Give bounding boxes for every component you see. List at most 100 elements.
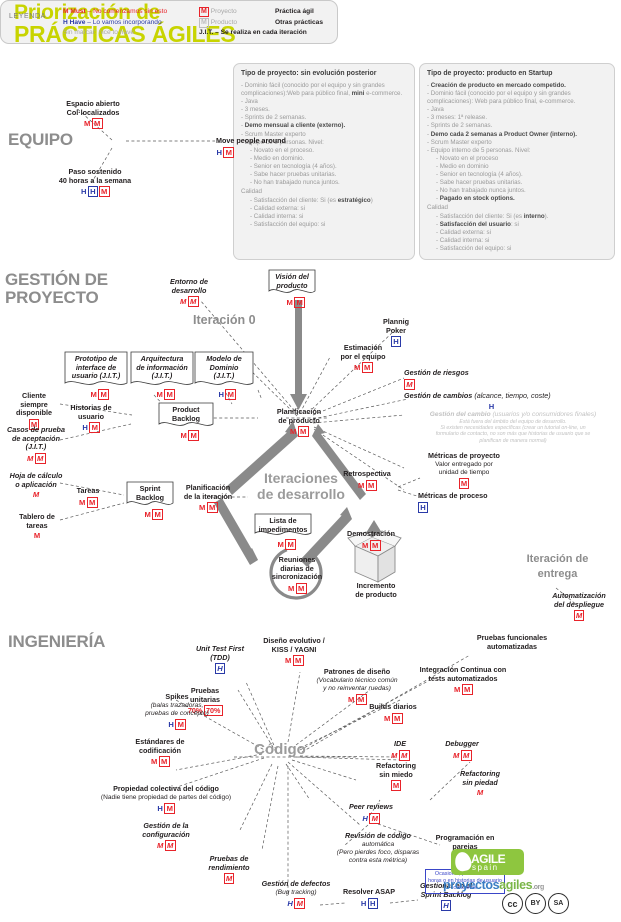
node-text: codificación: [139, 745, 181, 755]
doc-label: Prototipo de interface de usuario (J.I.T.): [64, 351, 128, 381]
priority-badge: M: [198, 503, 206, 513]
cc-sa-icon: SA: [548, 893, 569, 914]
label-iteraciones-desarrollo-1: Iteraciones: [264, 470, 338, 486]
info-bullet: - No han trabajado nunca juntos.: [250, 179, 340, 187]
legend-have-text: – Lo vamos incorporando: [87, 18, 162, 26]
doc-label: Sprint Backlog: [126, 481, 174, 502]
priority-badge: M: [277, 540, 284, 549]
priority-badge: H: [216, 147, 222, 157]
node-resolver-asap: Resolver ASAP H H: [338, 887, 400, 909]
priority-badge: M: [188, 430, 200, 441]
legend-otras-practicas: Otras prácticas: [275, 18, 324, 26]
node-text: Métricas de proceso: [418, 491, 488, 500]
priority-badge: M: [361, 362, 373, 374]
node-espacio-abierto: Espacio abierto Col·localizados M M: [48, 99, 138, 130]
info-bullet: - Satisfacción del usuario: si: [436, 221, 519, 229]
node-text: Hoja de cálculo: [9, 471, 63, 480]
priority-badge: M: [295, 582, 307, 594]
node-text: (J.I.T.): [151, 371, 173, 381]
priority-badge: H: [418, 501, 428, 513]
label-codigo: Código: [254, 741, 306, 758]
node-text: Gestión de cambios: [404, 391, 473, 400]
info-bullet: - Senior en tecnología (4 años).: [436, 171, 523, 179]
agile-spain-logo: AGILE spain: [451, 849, 524, 875]
agile-logo-line2: spain: [472, 863, 499, 872]
node-text: de la iteración: [183, 491, 233, 501]
node-text: Patrones de diseño: [323, 667, 391, 676]
info-bullet: - Medio en dominio: [436, 162, 489, 170]
legend-column-priority: M Must – No comenzamos sin esto H Have –…: [63, 7, 167, 39]
cc-by-icon: BY: [525, 893, 546, 914]
info-bullet: - Novato en el proceso: [436, 154, 499, 162]
gc-note-title: Gestión del cambio: [429, 411, 491, 418]
priority-badge: M: [28, 418, 40, 430]
node-historias-usuario: Historias de usuario H M: [60, 403, 122, 434]
node-text: Arquitectura: [140, 354, 184, 363]
priority-badge: M: [284, 656, 292, 666]
priority-badge: M: [33, 531, 41, 541]
doc-label: Arquitectura de información (J.I.T.): [130, 351, 194, 381]
node-text: Tablero de: [19, 512, 55, 521]
node-hoja-calculo: Hoja de cálculo o aplicación M: [2, 471, 70, 499]
priority-badge: M: [164, 802, 176, 814]
node-gestionar-sprint-backlog: Gestionar en el Sprint Backlog H: [410, 881, 482, 912]
node-text: Incremento: [356, 581, 396, 590]
node-text: Debugger: [445, 739, 479, 748]
priority-badge: M: [369, 812, 381, 824]
node-patrones-diseno: Patrones de diseño (Vocabulario técnico c…: [310, 667, 404, 705]
label-iteracion-entrega-2: entrega: [537, 568, 578, 580]
legend-practica-agil: Práctica ágil: [275, 8, 314, 15]
node-text: (J.I.T.): [25, 442, 47, 452]
badge-group: H: [404, 402, 579, 411]
node-text: Historias de: [70, 403, 112, 412]
priority-badge: M: [90, 390, 97, 399]
priority-badge: H: [80, 187, 87, 197]
node-text: Spikes: [165, 692, 189, 701]
node-text: Unit Test First: [195, 644, 245, 653]
gc-note-l3: Si existen necesidades específicas (crea…: [440, 425, 586, 432]
section-ingenieria: INGENIERÍA: [8, 632, 106, 651]
priority-badge: M: [156, 390, 163, 399]
node-text: Pruebas funcionales: [476, 633, 548, 642]
node-text: Refactoring: [460, 769, 500, 778]
node-text: usuario (J.I.T.): [71, 371, 121, 381]
node-pruebas-rendimiento: Pruebas de rendimiento M: [196, 854, 262, 885]
node-text: disponible: [16, 408, 52, 418]
creative-commons-logo: cc BY SA: [502, 893, 569, 914]
node-text: Backlog: [172, 413, 200, 423]
node-text: por el equipo: [340, 351, 386, 361]
legend-must-text: – No comenzamos sin esto: [87, 8, 168, 15]
node-text: KISS / YAGNI: [271, 644, 317, 654]
pa-logo-part2: agiles: [499, 878, 533, 892]
gc-note-l2: Está fuera del ámbito del equipo de desa…: [459, 419, 567, 425]
priority-badge: M: [26, 453, 34, 463]
gc-note-l4: formulario de contacto, no son más que h…: [435, 431, 591, 438]
node-text: impedimentos: [258, 524, 308, 534]
node-text: sin miedo: [379, 769, 413, 779]
info-bullet: - No han trabajado nunca juntos.: [436, 187, 526, 195]
node-text: tests automatizados: [428, 673, 498, 683]
node-refactoring-sin-piedad: Refactoring sin piedad M: [452, 769, 508, 797]
priority-badge: H: [215, 663, 225, 675]
node-text: Dominio: [209, 362, 239, 372]
info-bullet: - Scrum Master experto: [427, 138, 492, 146]
node-entorno-desarrollo: Entorno de desarrollo M M: [155, 277, 223, 308]
badge-group: M: [368, 780, 424, 792]
priority-badge: M: [156, 841, 164, 851]
node-text: (TDD): [210, 652, 230, 662]
node-metricas-proyecto: Métricas de proyecto Valor entregado por u…: [418, 451, 510, 489]
node-text: Valor entregado por: [435, 460, 493, 468]
